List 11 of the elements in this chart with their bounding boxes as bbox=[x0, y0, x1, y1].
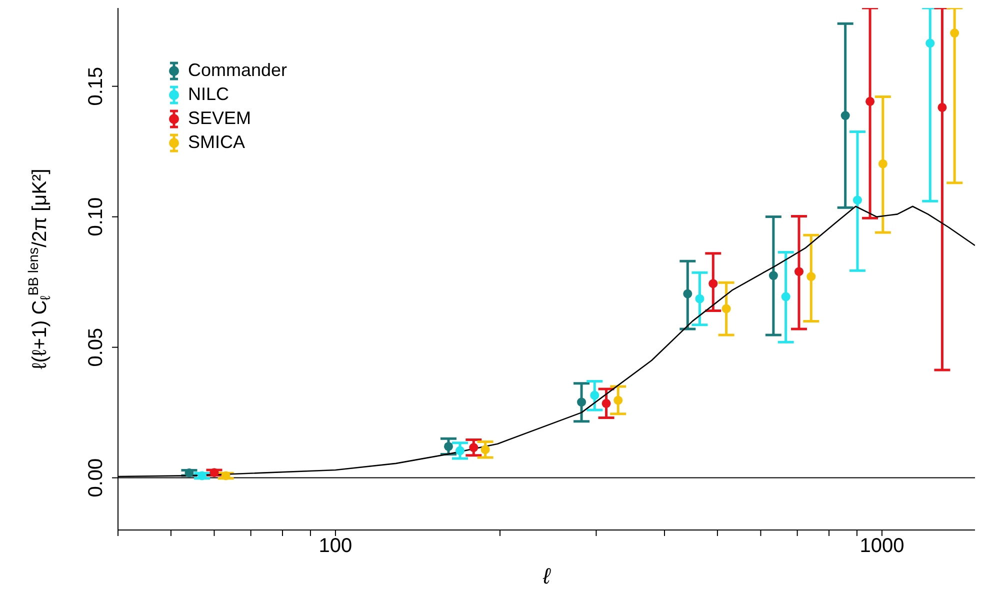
y-tick-label: 0.00 bbox=[85, 458, 107, 498]
x-tick-label: 1000 bbox=[860, 535, 904, 558]
legend-label: NILC bbox=[188, 84, 230, 105]
legend-label: SEVEM bbox=[188, 108, 252, 129]
x-tick-label: 100 bbox=[318, 535, 352, 558]
y-tick-label: 0.05 bbox=[85, 328, 107, 367]
y-tick-label: 0.15 bbox=[85, 66, 107, 106]
legend-label: SMICA bbox=[188, 132, 246, 153]
y-tick-label: 0.10 bbox=[85, 197, 107, 236]
legend-label: Commander bbox=[188, 60, 288, 81]
x-axis-title: ℓ bbox=[542, 564, 551, 589]
